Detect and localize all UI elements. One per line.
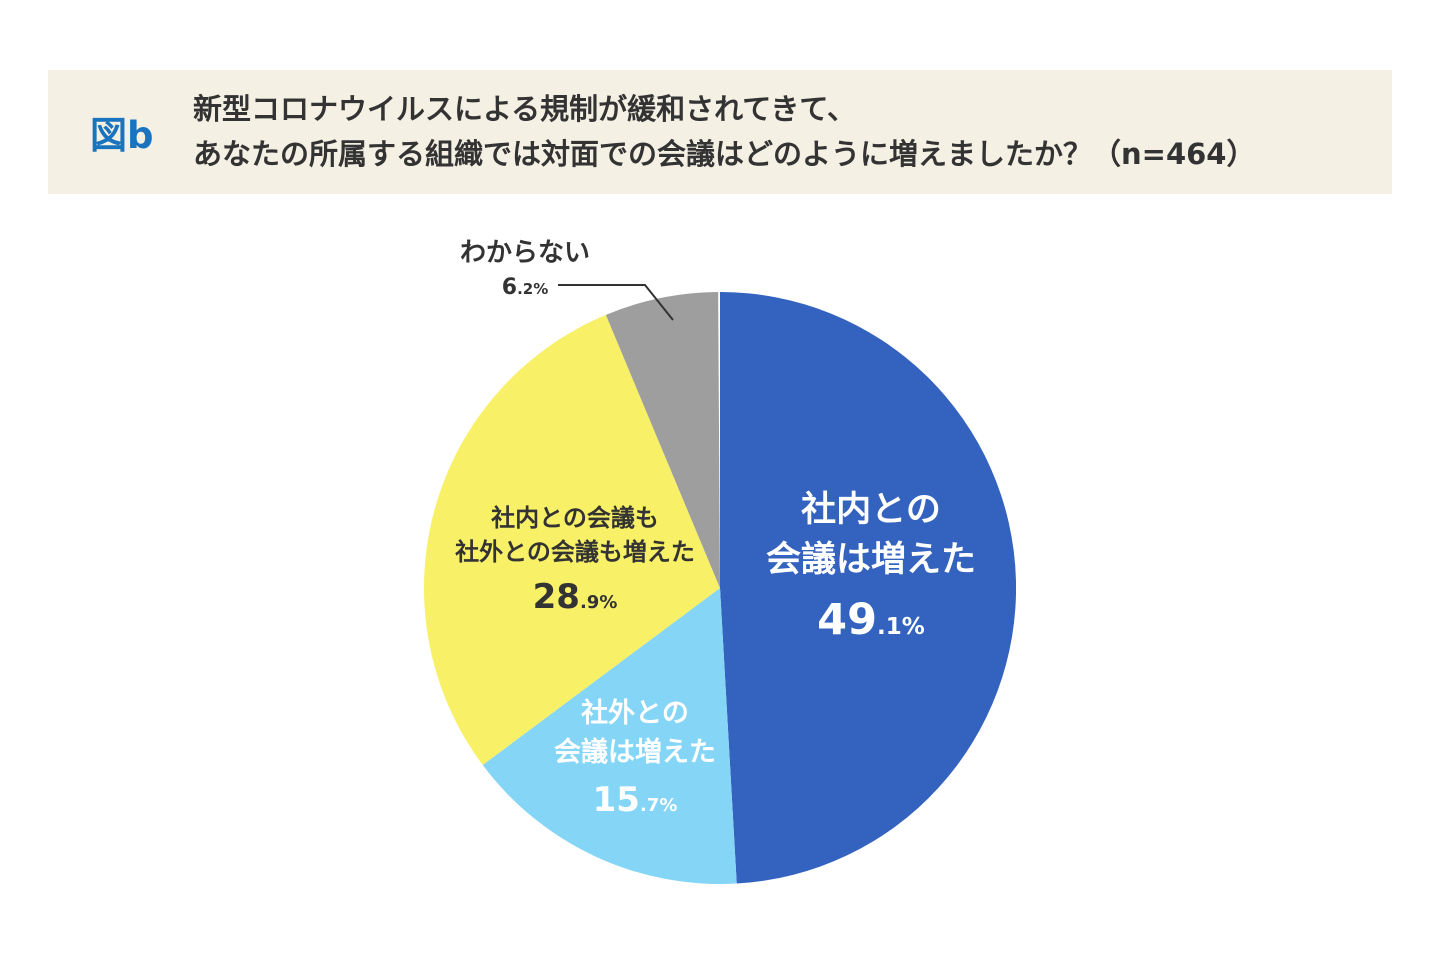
pie-chart [424,292,1016,884]
question-title: 新型コロナウイルスによる規制が緩和されてきて、 あなたの所属する組織では対面での… [193,87,1255,177]
slice-label-both: 社内との会議も 社外との会議も増えた 28.9% [430,502,720,617]
slice-label-text: 社外との会議も増えた [455,537,695,566]
leader-line-path [558,284,674,321]
percent-fraction: .9% [579,592,618,614]
percent-fraction: .7% [639,795,678,817]
slice-percentage: 49.1% [726,595,1016,645]
leader-line [558,284,674,321]
slice-label-unknown: わからない 6.2% [440,237,610,300]
slice-label-text: 社内との会議も [491,504,659,532]
question-title-line1: 新型コロナウイルスによる規制が緩和されてきて、 [193,92,856,127]
slice-percentage: 15.7% [510,780,760,820]
slice-label-text: わからない [459,238,590,268]
pie-slice-3 [605,292,720,588]
slice-label-external: 社外との 会議は増えた 15.7% [510,694,760,820]
question-title-line2: あなたの所属する組織では対面での会議はどのように増えましたか？（n=464） [193,137,1256,171]
slice-label-internal: 社内との 会議は増えた 49.1% [726,486,1016,645]
slice-label-text: 会議は増えた [554,737,716,769]
pie-slice-1 [482,588,737,884]
percent-integer: 49 [817,595,878,646]
slice-label-text: 会議は増えた [765,539,976,580]
slice-label-text: 社内との [801,490,941,530]
percent-fraction: .2% [517,279,549,298]
percent-fraction: .1% [877,614,925,641]
question-header: 図b 新型コロナウイルスによる規制が緩和されてきて、 あなたの所属する組織では対… [48,70,1392,194]
pie-slice-2 [424,314,720,765]
percent-integer: 15 [592,780,640,821]
slice-percentage: 28.9% [430,577,720,617]
percent-integer: 6 [501,274,518,300]
slice-label-text: 社外との [581,698,689,729]
pie-slice-0 [720,292,1016,884]
figure-label: 図b [90,114,154,157]
percent-integer: 28 [532,577,580,618]
slice-percentage: 6.2% [440,275,610,300]
